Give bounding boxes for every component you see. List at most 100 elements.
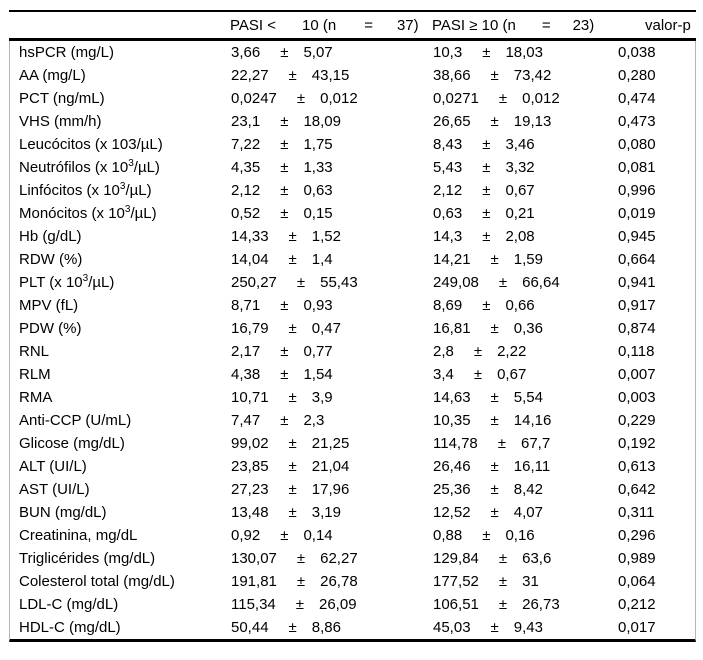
- parameter-name: AA (mg/L): [19, 67, 86, 84]
- plus-minus-sign: ±: [288, 619, 297, 636]
- parameter-label: MPV (fL): [19, 294, 231, 317]
- p-value-cell: 0,118: [618, 340, 695, 363]
- mean-value: 2,17: [231, 343, 261, 360]
- parameter-label: Glicose (mg/dL): [19, 432, 231, 455]
- p-value-cell: 0,996: [618, 179, 695, 202]
- pasi-lt10-cell: 2,12 ±0,63: [231, 179, 433, 202]
- mean-value: 7,22: [231, 136, 261, 153]
- mean-value: 3,66: [231, 44, 261, 61]
- sd-value: 3,46: [505, 136, 535, 153]
- parameter-name: ALT (UI/L): [19, 458, 87, 475]
- mean-value: 115,34: [231, 596, 276, 613]
- table-row: Colesterol total (mg/dL) 191,81 ±26,78 17…: [10, 570, 695, 593]
- mean-value: 0,88: [433, 527, 463, 544]
- mean-value: 0,0271: [433, 90, 479, 107]
- p-value: 0,080: [618, 136, 656, 153]
- parameter-label: AA (mg/L): [19, 64, 231, 87]
- p-value-cell: 0,613: [618, 455, 695, 478]
- parameter-name: BUN (mg/dL): [19, 504, 107, 521]
- sd-value: 8,86: [311, 619, 341, 636]
- mean-value: 106,51: [433, 596, 479, 613]
- sd-value: 0,77: [303, 343, 333, 360]
- pasi-lt10-cell: 191,81 ±26,78: [231, 570, 433, 593]
- mean-value: 16,81: [433, 320, 471, 337]
- p-value-cell: 0,212: [618, 593, 695, 616]
- plus-minus-sign: ±: [498, 274, 508, 291]
- plus-minus-sign: ±: [482, 527, 491, 544]
- sd-value: 1,59: [513, 251, 543, 268]
- plus-minus-sign: ±: [490, 504, 499, 521]
- parameter-name: hsPCR (mg/L): [19, 44, 115, 61]
- statistics-table: PASI < 10 (n = 37) PASI ≥ 10 (n = 23) valor-p…: [9, 10, 696, 642]
- pasi-lt10-cell: 7,47 ±2,3: [231, 409, 433, 432]
- parameter-name: Colesterol total (mg/dL): [19, 573, 175, 590]
- plus-minus-sign: ±: [482, 228, 491, 245]
- sd-value: 63,6: [522, 550, 552, 567]
- p-value: 0,473: [618, 113, 656, 130]
- mean-value: 8,69: [433, 297, 463, 314]
- p-value: 0,280: [618, 67, 656, 84]
- parameter-name: Monócitos (x 10: [19, 205, 125, 222]
- parameter-name: AST (UI/L): [19, 481, 90, 498]
- header-pasi-lt10-label: PASI <: [230, 16, 276, 34]
- table-row: AA (mg/L) 22,27 ±43,15 38,66 ±73,42 0,280: [10, 64, 695, 87]
- sd-value: 0,15: [303, 205, 333, 222]
- sd-value: 0,012: [522, 90, 560, 107]
- p-value: 0,019: [618, 205, 656, 222]
- plus-minus-sign: ±: [498, 550, 508, 567]
- sd-value: 1,33: [303, 159, 333, 176]
- parameter-label: BUN (mg/dL): [19, 501, 231, 524]
- plus-minus-sign: ±: [280, 44, 289, 61]
- sd-value: 1,52: [311, 228, 341, 245]
- header-pasi-lt10: PASI < 10 (n = 37): [230, 17, 432, 34]
- pasi-lt10-cell: 3,66 ±5,07: [231, 41, 433, 64]
- pasi-ge10-cell: 177,52 ±31: [433, 570, 618, 593]
- plus-minus-sign: ±: [296, 573, 306, 590]
- plus-minus-sign: ±: [280, 113, 289, 130]
- mean-value: 25,36: [433, 481, 471, 498]
- plus-minus-sign: ±: [473, 366, 483, 383]
- sd-value: 26,78: [320, 573, 358, 590]
- mean-value: 14,21: [433, 251, 471, 268]
- header-pasi-lt10-threshold: 10 (n: [302, 16, 337, 34]
- header-pasi-ge10-label: PASI ≥ 10 (n: [432, 16, 516, 34]
- parameter-name: MPV (fL): [19, 297, 79, 314]
- table-row: HDL-C (mg/dL) 50,44 ±8,86 45,03 ±9,43 0,01…: [10, 616, 695, 639]
- pasi-ge10-cell: 45,03 ±9,43: [433, 616, 618, 639]
- pasi-lt10-cell: 10,71 ±3,9: [231, 386, 433, 409]
- pasi-lt10-cell: 50,44 ±8,86: [231, 616, 433, 639]
- plus-minus-sign: ±: [280, 159, 289, 176]
- table-row: MPV (fL) 8,71 ±0,93 8,69 ±0,66 0,917: [10, 294, 695, 317]
- p-value: 0,229: [618, 412, 656, 429]
- mean-value: 14,04: [231, 251, 269, 268]
- parameter-superscript: 3: [124, 204, 131, 215]
- plus-minus-sign: ±: [296, 90, 306, 107]
- p-value: 0,474: [618, 90, 656, 107]
- pasi-ge10-cell: 10,3 ±18,03: [433, 41, 618, 64]
- pasi-lt10-cell: 4,35 ±1,33: [231, 156, 433, 179]
- sd-value: 21,04: [311, 458, 350, 475]
- mean-value: 22,27: [231, 67, 269, 84]
- pasi-lt10-cell: 14,04 ±1,4: [231, 248, 433, 271]
- plus-minus-sign: ±: [498, 90, 508, 107]
- pasi-lt10-cell: 0,52 ±0,15: [231, 202, 433, 225]
- parameter-name: PCT (ng/mL): [19, 90, 105, 107]
- p-value-cell: 0,280: [618, 64, 695, 87]
- mean-value: 4,38: [231, 366, 261, 383]
- mean-value: 0,63: [433, 205, 463, 222]
- mean-value: 0,0247: [231, 90, 277, 107]
- plus-minus-sign: ±: [280, 182, 289, 199]
- pasi-lt10-cell: 16,79 ±0,47: [231, 317, 433, 340]
- mean-value: 0,92: [231, 527, 261, 544]
- plus-minus-sign: ±: [482, 205, 491, 222]
- p-value-cell: 0,003: [618, 386, 695, 409]
- sd-value: 14,16: [513, 412, 552, 429]
- plus-minus-sign: ±: [498, 596, 508, 613]
- parameter-name: Leucócitos (x 103/µL): [19, 136, 163, 153]
- p-value-cell: 0,081: [618, 156, 695, 179]
- table-row: BUN (mg/dL) 13,48 ±3,19 12,52 ±4,07 0,311: [10, 501, 695, 524]
- parameter-name: RDW (%): [19, 251, 83, 268]
- pasi-lt10-cell: 4,38 ±1,54: [231, 363, 433, 386]
- sd-value: 0,63: [303, 182, 333, 199]
- p-value-cell: 0,229: [618, 409, 695, 432]
